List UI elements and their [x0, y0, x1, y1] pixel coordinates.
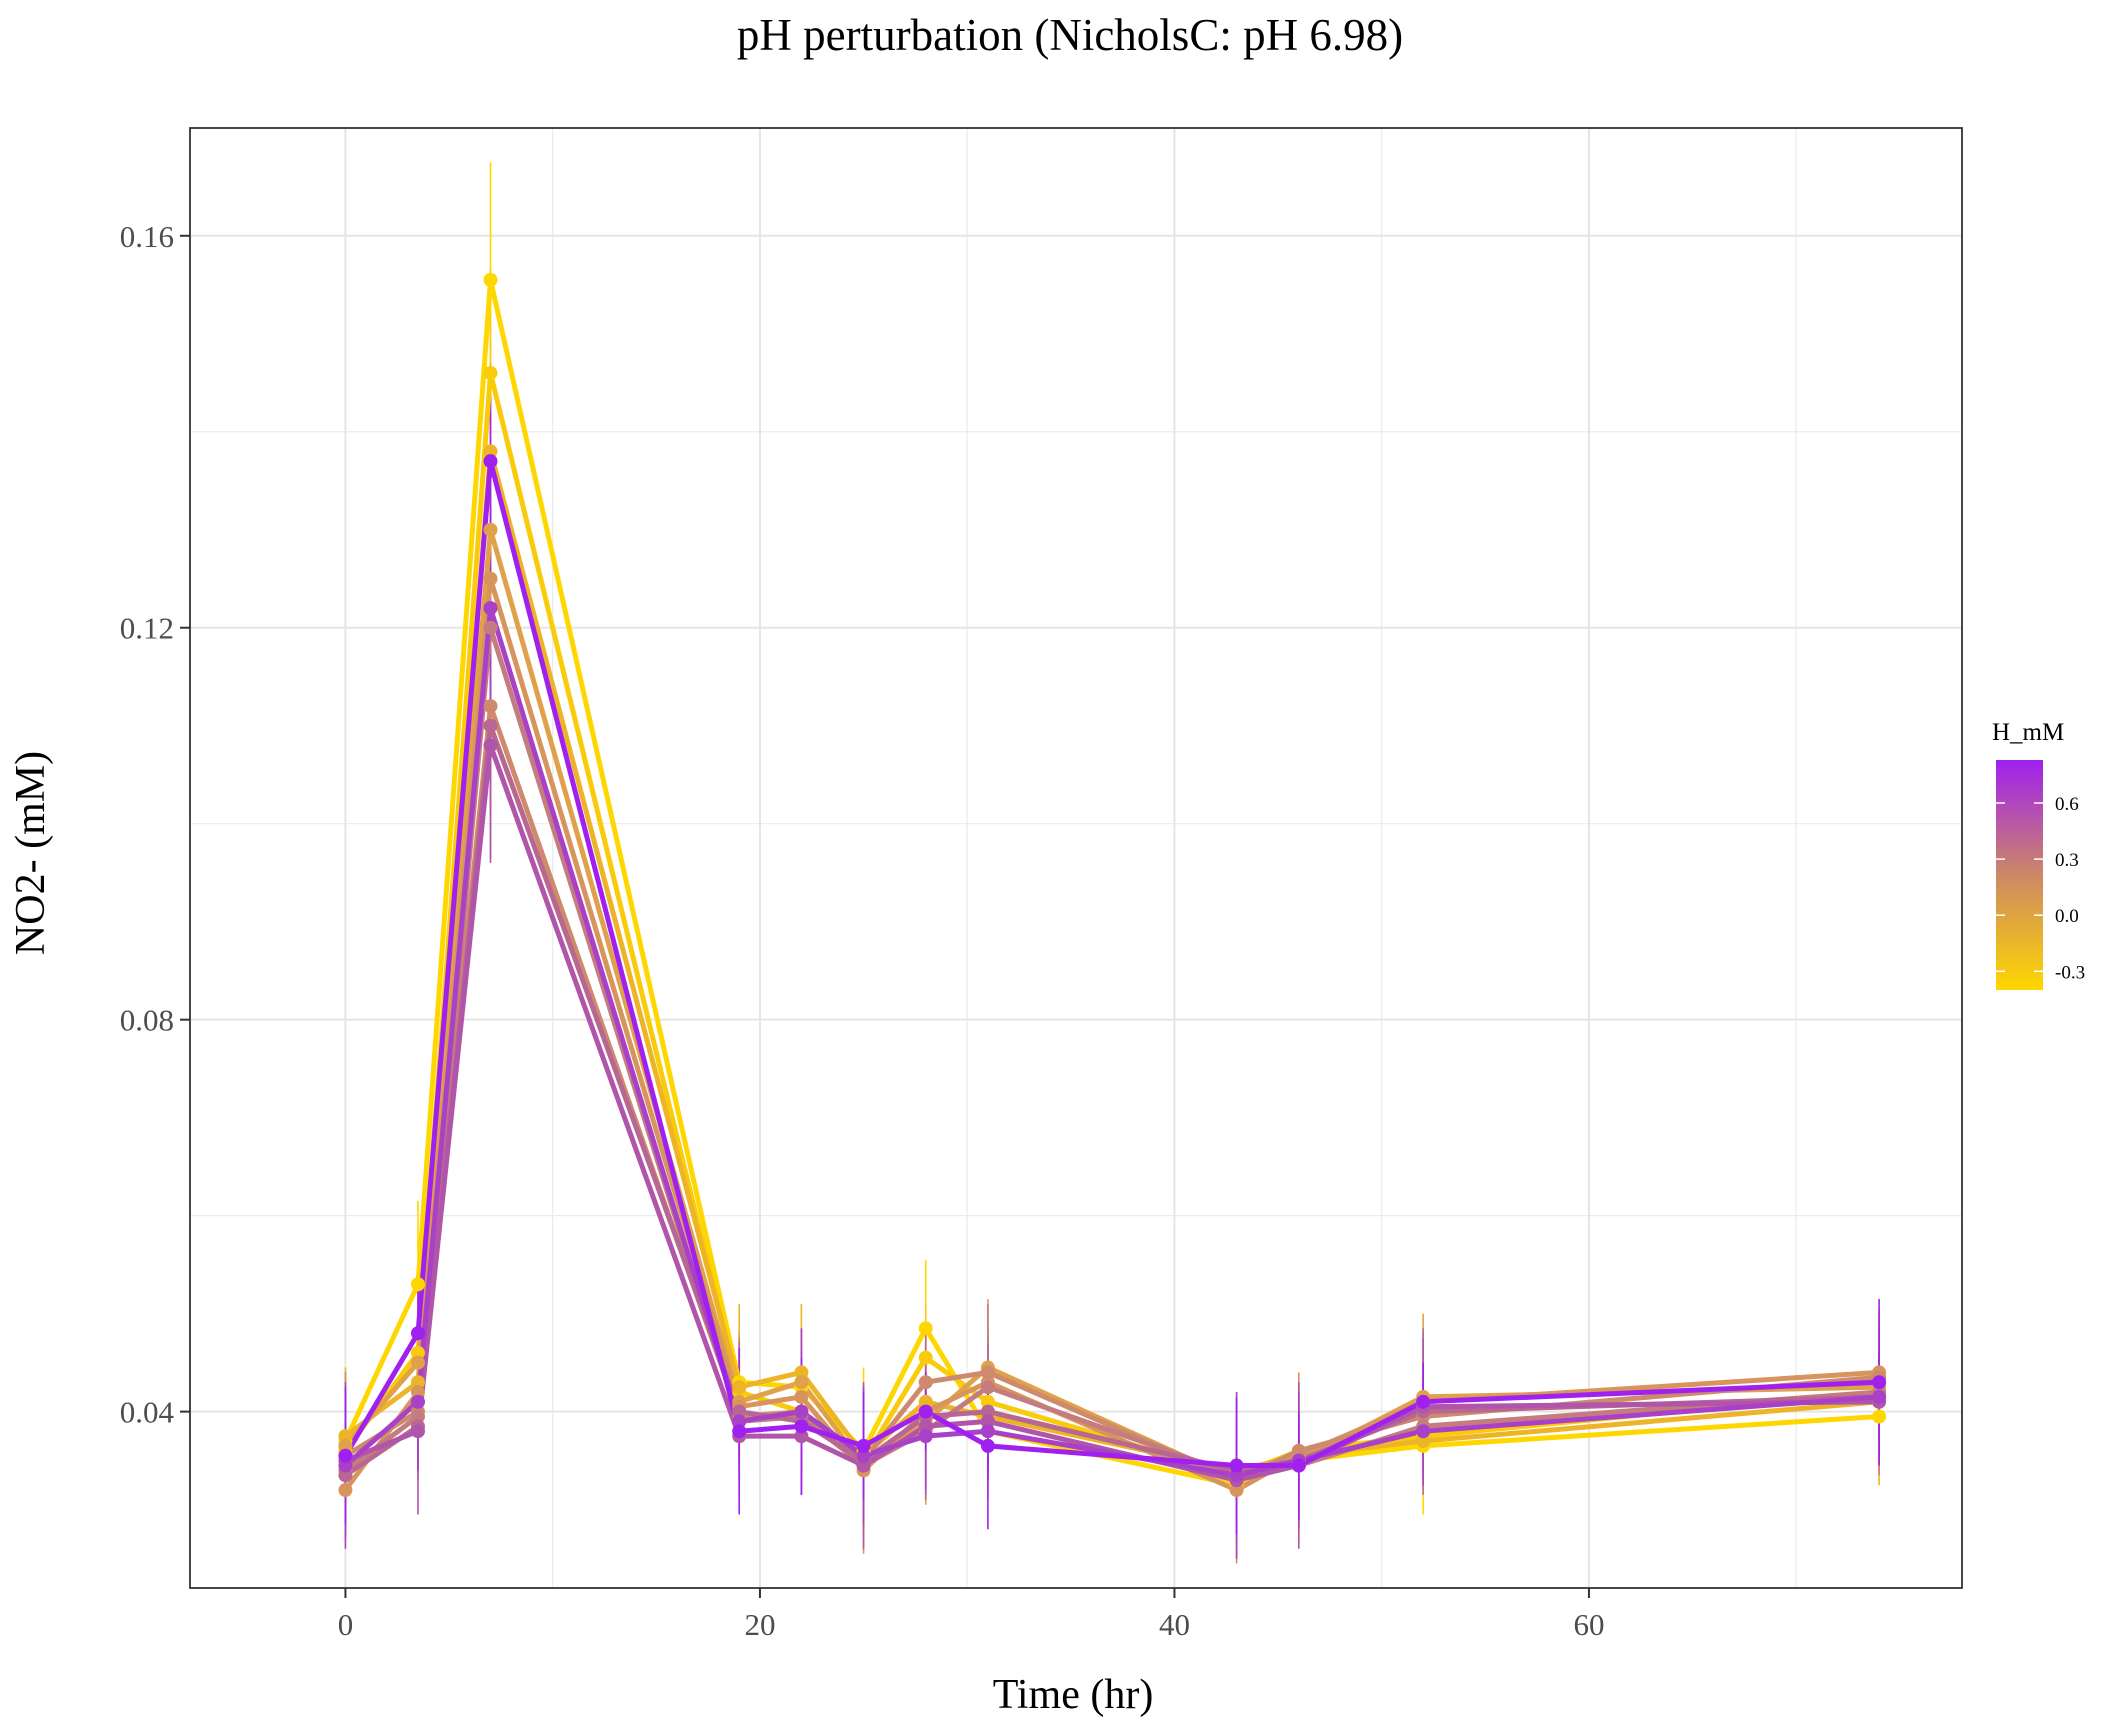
data-point — [1416, 1394, 1431, 1409]
data-point — [1229, 1468, 1244, 1483]
data-point — [483, 272, 498, 287]
data-point — [1229, 1458, 1244, 1473]
data-point — [980, 1394, 995, 1409]
y-axis-label: NO2- (mM) — [8, 751, 54, 955]
data-point — [483, 738, 498, 753]
data-point — [483, 444, 498, 459]
plot-area: 0 20 40 60 0.04 0.08 0.12 0.16 — [120, 127, 1963, 1642]
data-point — [732, 1380, 747, 1395]
data-point — [980, 1424, 995, 1439]
data-point — [338, 1429, 353, 1444]
data-point — [1229, 1483, 1244, 1498]
data-point — [980, 1404, 995, 1419]
y-tick-label: 0.08 — [120, 1003, 174, 1038]
data-point — [410, 1355, 425, 1370]
colorbar-tick-label: -0.3 — [2055, 962, 2085, 983]
data-point — [732, 1424, 747, 1439]
data-point — [338, 1483, 353, 1498]
data-point — [483, 699, 498, 714]
data-point — [980, 1365, 995, 1380]
data-point — [918, 1404, 933, 1419]
data-point — [918, 1429, 933, 1444]
data-point — [338, 1468, 353, 1483]
data-point — [918, 1419, 933, 1434]
legend-title: H_mM — [1992, 719, 2064, 746]
data-point — [732, 1414, 747, 1429]
y-tick-label: 0.16 — [120, 219, 174, 254]
colorbar — [1996, 760, 2043, 990]
data-point — [338, 1458, 353, 1473]
data-point — [1872, 1375, 1887, 1390]
colorbar-tick-label: 0.0 — [2055, 906, 2079, 927]
colorbar-tick-label: 0.6 — [2055, 794, 2079, 815]
x-tick-label: 40 — [1159, 1607, 1190, 1642]
colorbar-legend: H_mM -0.3 0.0 0.3 0.6 — [1992, 719, 2085, 990]
data-point — [918, 1394, 933, 1409]
data-point — [1291, 1443, 1306, 1458]
data-point — [483, 522, 498, 537]
data-point — [794, 1419, 809, 1434]
data-point — [483, 718, 498, 733]
data-point — [483, 601, 498, 616]
data-point — [1872, 1389, 1887, 1404]
data-point — [794, 1365, 809, 1380]
data-point — [483, 620, 498, 635]
data-point — [410, 1394, 425, 1409]
data-point — [918, 1350, 933, 1365]
data-point — [483, 571, 498, 586]
colorbar-tick-label: 0.3 — [2055, 850, 2079, 871]
data-point — [794, 1375, 809, 1390]
data-point — [338, 1438, 353, 1453]
data-point — [1416, 1424, 1431, 1439]
data-point — [483, 365, 498, 380]
data-point — [410, 1277, 425, 1292]
data-point — [856, 1458, 871, 1473]
x-axis-label: Time (hr) — [993, 1672, 1154, 1718]
series-line — [342, 458, 1882, 1468]
data-point — [980, 1414, 995, 1429]
x-tick-label: 0 — [338, 1607, 354, 1642]
data-point — [856, 1448, 871, 1463]
data-point — [794, 1429, 809, 1444]
x-tick-label: 20 — [744, 1607, 775, 1642]
data-point — [794, 1404, 809, 1419]
data-point — [1291, 1458, 1306, 1473]
data-point — [918, 1321, 933, 1336]
data-point — [918, 1375, 933, 1390]
data-point — [856, 1438, 871, 1453]
data-point — [1416, 1434, 1431, 1449]
data-point — [980, 1380, 995, 1395]
data-point — [483, 454, 498, 469]
plot-border — [189, 127, 1963, 1589]
y-tick-label: 0.04 — [120, 1395, 175, 1430]
data-point — [410, 1326, 425, 1341]
data-point — [410, 1385, 425, 1400]
data-point — [410, 1409, 425, 1424]
data-point — [410, 1424, 425, 1439]
data-point — [410, 1345, 425, 1360]
data-point — [980, 1438, 995, 1453]
data-point — [1872, 1409, 1887, 1424]
chart-title: pH perturbation (NicholsC: pH 6.98) — [737, 10, 1403, 60]
data-point — [732, 1404, 747, 1419]
data-point — [338, 1448, 353, 1463]
data-point — [794, 1389, 809, 1404]
x-tick-label: 60 — [1573, 1607, 1604, 1642]
y-tick-label: 0.12 — [120, 611, 174, 646]
data-point — [410, 1375, 425, 1390]
